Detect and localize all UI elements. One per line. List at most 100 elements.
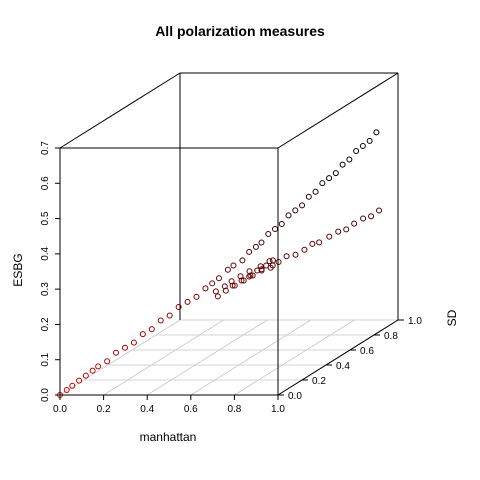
data-point xyxy=(202,285,209,292)
y-tick-label: 1.0 xyxy=(408,316,422,327)
data-point xyxy=(113,349,120,356)
z-tick-label: 0.4 xyxy=(40,246,51,260)
data-point xyxy=(301,246,308,253)
x-tick-label: 0.2 xyxy=(97,404,111,415)
box-edge xyxy=(59,72,181,149)
data-point xyxy=(266,258,273,265)
grid-line-x xyxy=(234,319,355,396)
floor-grid xyxy=(59,319,399,396)
z-tick-label: 0.2 xyxy=(40,317,51,331)
data-point xyxy=(359,142,366,149)
z-tick-label: 0.3 xyxy=(40,282,51,296)
data-point xyxy=(221,283,228,290)
data-point xyxy=(228,278,235,285)
data-point xyxy=(230,262,237,269)
data-point xyxy=(215,275,222,282)
data-point xyxy=(376,207,383,214)
data-point xyxy=(157,317,164,324)
data-points xyxy=(57,129,383,398)
data-point xyxy=(339,161,346,168)
data-point xyxy=(139,331,146,338)
data-point xyxy=(343,226,350,233)
y-tick-label: 0.2 xyxy=(312,376,326,387)
data-point xyxy=(246,248,253,255)
grid-line-x xyxy=(146,319,268,396)
data-point xyxy=(257,263,264,270)
data-point xyxy=(346,156,353,163)
data-point xyxy=(212,288,219,295)
data-point xyxy=(130,339,137,346)
data-point xyxy=(373,129,380,136)
data-point xyxy=(309,240,316,247)
data-point xyxy=(332,170,339,177)
grid-line-x xyxy=(59,319,181,396)
data-point xyxy=(319,180,326,187)
data-point xyxy=(214,293,221,300)
z-tick-label: 0.5 xyxy=(40,211,51,225)
x-axis-label: manhattan xyxy=(140,430,197,444)
data-point xyxy=(231,282,238,289)
data-point xyxy=(292,251,299,258)
data-point xyxy=(224,266,231,273)
data-point xyxy=(366,137,373,144)
data-point xyxy=(316,239,323,246)
data-point xyxy=(175,303,182,310)
data-point xyxy=(193,293,200,300)
y-tick-label: 0.8 xyxy=(384,331,398,342)
data-point xyxy=(263,262,270,269)
box-front-edges xyxy=(59,72,399,396)
chart-title: All polarization measures xyxy=(155,23,325,39)
data-point xyxy=(275,259,282,266)
x-tick-label: 0.8 xyxy=(227,404,241,415)
data-point xyxy=(82,372,89,379)
axis-ticks: 0.0 0.2 0.4 0.6 0.8 1.00.00.20.40.60.81.00.00… xyxy=(40,141,422,415)
data-point xyxy=(258,266,265,273)
data-point xyxy=(285,212,292,219)
z-tick-label: 0.6 xyxy=(40,176,51,190)
data-point xyxy=(258,239,265,246)
z-axis-label: ESBG xyxy=(11,253,25,286)
data-point xyxy=(351,220,358,227)
z-tick-label: 0.1 xyxy=(40,352,51,366)
box-edge xyxy=(277,72,399,149)
data-point xyxy=(238,277,245,284)
data-point xyxy=(63,386,70,393)
data-point xyxy=(292,207,299,214)
data-point xyxy=(269,257,276,264)
data-point xyxy=(265,231,272,237)
grid-line-x xyxy=(103,319,224,396)
data-point xyxy=(229,282,236,289)
grid-line-x xyxy=(190,319,312,396)
data-point xyxy=(247,272,254,279)
x-tick-label: 0.0 xyxy=(53,404,67,415)
data-point xyxy=(148,326,155,333)
data-point xyxy=(166,312,173,319)
data-point xyxy=(95,363,102,370)
data-point xyxy=(89,367,96,374)
data-point xyxy=(246,273,253,280)
data-point xyxy=(299,202,306,209)
data-point xyxy=(239,257,246,264)
data-point xyxy=(353,147,360,154)
data-point xyxy=(368,213,375,220)
data-point xyxy=(252,243,259,250)
data-point xyxy=(326,175,333,182)
data-point xyxy=(360,215,367,222)
box-edge xyxy=(277,319,399,396)
data-point xyxy=(305,193,312,200)
data-point xyxy=(184,298,191,305)
data-point xyxy=(240,277,247,284)
data-point xyxy=(283,253,290,260)
data-point xyxy=(76,377,83,384)
y-tick-label: 0.6 xyxy=(360,346,374,357)
data-point xyxy=(335,228,342,235)
data-point xyxy=(326,233,333,240)
data-point xyxy=(278,220,285,227)
data-point xyxy=(209,280,216,287)
z-tick-label: 0.7 xyxy=(40,141,51,155)
data-point xyxy=(222,287,229,294)
y-tick-label: 0.0 xyxy=(288,391,302,402)
data-point xyxy=(104,358,111,365)
data-point xyxy=(69,382,76,389)
